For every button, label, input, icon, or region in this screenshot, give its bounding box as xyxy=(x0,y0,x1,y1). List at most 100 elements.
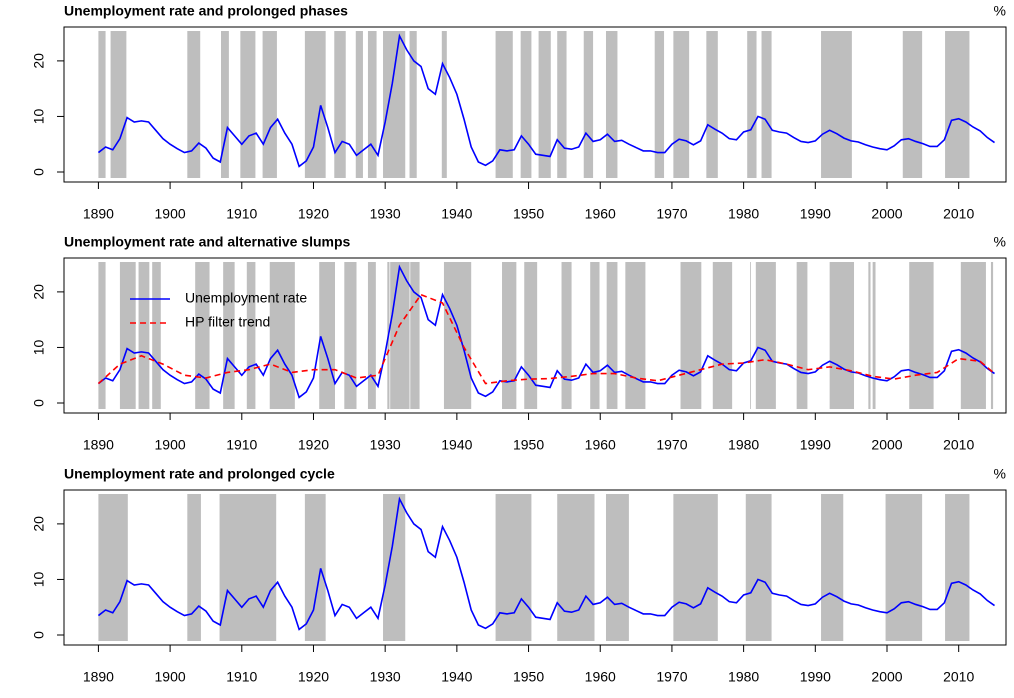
shaded-phase xyxy=(872,262,876,409)
shaded-phase xyxy=(520,31,532,178)
x-tick-label: 1910 xyxy=(226,206,257,222)
shaded-phase xyxy=(673,31,690,178)
shaded-phase xyxy=(745,494,772,641)
shaded-phase xyxy=(712,262,733,409)
shaded-phase xyxy=(304,31,326,178)
series-line xyxy=(97,293,996,385)
shaded-phase xyxy=(829,262,855,409)
unit-label: % xyxy=(994,466,1006,482)
x-tick-label: 1890 xyxy=(83,437,114,453)
shaded-phase xyxy=(246,262,256,409)
shaded-phase xyxy=(605,31,618,178)
shaded-phase xyxy=(304,494,326,641)
x-tick-label: 1950 xyxy=(513,206,544,222)
x-tick-label: 1900 xyxy=(155,437,186,453)
x-tick-label: 1970 xyxy=(656,669,687,685)
series-line xyxy=(97,496,995,631)
y-tick-label: 20 xyxy=(31,284,47,300)
x-tick-label: 1960 xyxy=(585,206,616,222)
x-tick-label: 1950 xyxy=(513,669,544,685)
x-tick-label: 1900 xyxy=(155,669,186,685)
shaded-phase xyxy=(821,31,852,178)
shaded-phase xyxy=(138,262,150,409)
shaded-phase xyxy=(909,262,934,409)
x-tick-label: 1920 xyxy=(298,669,329,685)
shaded-phase xyxy=(945,31,970,178)
x-tick-label: 1980 xyxy=(728,437,759,453)
shaded-phase xyxy=(606,262,618,409)
legend-label: Unemployment rate xyxy=(185,290,307,306)
shaded-phase xyxy=(605,494,629,641)
shaded-phase xyxy=(495,31,513,178)
x-tick-label: 1950 xyxy=(513,437,544,453)
x-tick-label: 1920 xyxy=(298,206,329,222)
y-tick-label: 0 xyxy=(31,631,47,639)
shaded-phase xyxy=(98,31,106,178)
shaded-phase xyxy=(152,262,161,409)
y-tick-label: 0 xyxy=(31,168,47,176)
x-tick-label: 1990 xyxy=(800,669,831,685)
x-tick-label: 1980 xyxy=(728,206,759,222)
shaded-phase xyxy=(945,494,970,641)
x-tick-label: 2000 xyxy=(871,437,902,453)
shaded-phase xyxy=(557,31,567,178)
shaded-phase xyxy=(410,262,420,409)
shaded-phase xyxy=(187,31,201,178)
x-tick-label: 1940 xyxy=(441,437,472,453)
x-tick-label: 1900 xyxy=(155,206,186,222)
shaded-phase xyxy=(990,262,994,409)
shaded-phase xyxy=(557,494,595,641)
shaded-phase xyxy=(502,262,517,409)
series-line xyxy=(97,33,995,168)
x-tick-label: 1930 xyxy=(370,206,401,222)
plot-frame xyxy=(63,257,1007,414)
panel-title: Unemployment rate and alternative slumps xyxy=(64,234,351,250)
shaded-phase xyxy=(219,494,277,641)
x-tick-label: 1940 xyxy=(441,206,472,222)
shaded-phase xyxy=(383,31,406,178)
x-tick-label: 1970 xyxy=(656,206,687,222)
y-tick-label: 0 xyxy=(31,399,47,407)
x-tick-label: 1890 xyxy=(83,206,114,222)
x-tick-label: 1940 xyxy=(441,669,472,685)
x-tick-label: 1960 xyxy=(585,437,616,453)
shaded-phase xyxy=(673,494,718,641)
shaded-phase xyxy=(355,31,363,178)
y-tick-label: 10 xyxy=(31,339,47,355)
y-tick-label: 20 xyxy=(31,516,47,532)
shaded-phase xyxy=(409,31,417,178)
shaded-phase xyxy=(187,494,201,641)
shaded-phase xyxy=(221,31,229,178)
y-tick-label: 10 xyxy=(31,571,47,587)
x-tick-label: 1970 xyxy=(656,437,687,453)
shaded-phase xyxy=(796,262,808,409)
x-tick-label: 1980 xyxy=(728,669,759,685)
shaded-phase xyxy=(868,262,871,409)
x-tick-label: 2010 xyxy=(943,206,974,222)
shaded-phase xyxy=(319,262,335,409)
series-line xyxy=(97,264,995,399)
shaded-phase xyxy=(367,31,377,178)
x-tick-label: 1960 xyxy=(585,669,616,685)
x-tick-label: 2010 xyxy=(943,437,974,453)
shaded-phase xyxy=(821,494,844,641)
shaded-phase xyxy=(902,31,923,178)
shaded-phase xyxy=(524,262,538,409)
shaded-phase xyxy=(269,262,295,409)
shaded-phase xyxy=(98,262,106,409)
shaded-phase xyxy=(262,31,277,178)
shaded-phase xyxy=(680,262,702,409)
unit-label: % xyxy=(994,3,1006,19)
x-tick-label: 1930 xyxy=(370,669,401,685)
shaded-phase xyxy=(885,494,923,641)
shaded-phase xyxy=(495,494,532,641)
x-tick-label: 1890 xyxy=(83,669,114,685)
shaded-phase xyxy=(119,262,136,409)
x-tick-label: 2000 xyxy=(871,669,902,685)
plot-frame xyxy=(63,489,1007,646)
x-tick-label: 1920 xyxy=(298,437,329,453)
x-tick-label: 1990 xyxy=(800,206,831,222)
shaded-phase xyxy=(706,31,718,178)
shaded-phase xyxy=(367,262,376,409)
